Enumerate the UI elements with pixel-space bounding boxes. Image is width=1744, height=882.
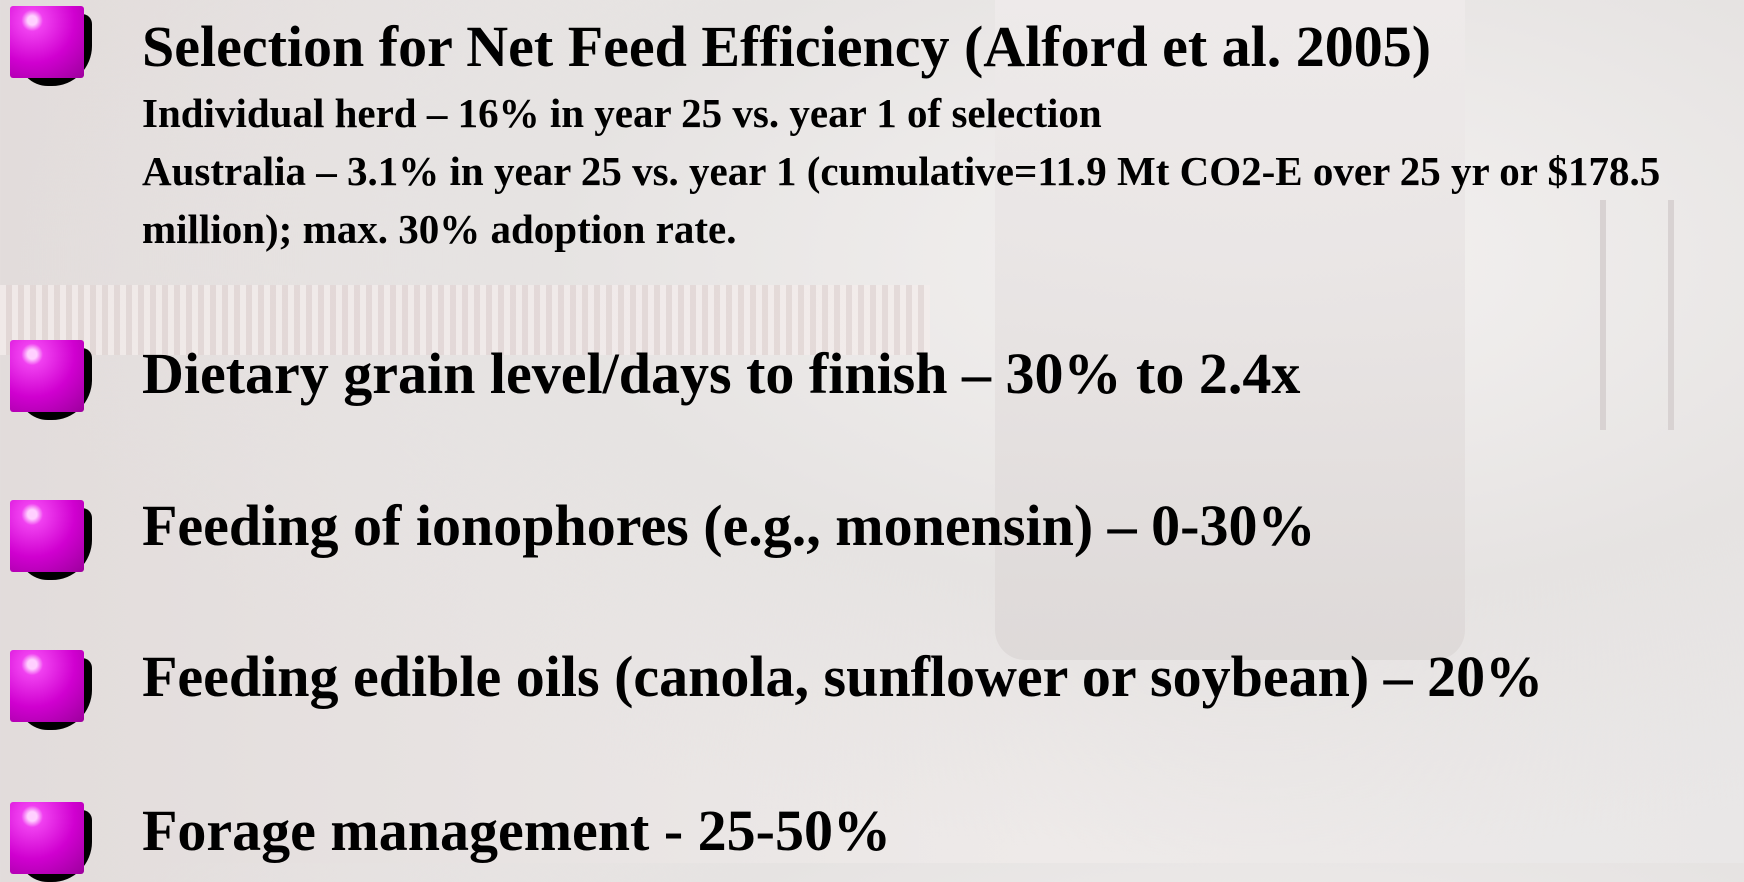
bullet-text: Feeding of ionophores (e.g., monensin) –… <box>142 497 1315 555</box>
bullet-text: Selection for Net Feed Efficiency (Alfor… <box>142 18 1431 76</box>
bullet-detail: Australia – 3.1% in year 25 vs. year 1 (… <box>142 142 1742 258</box>
bullet-text: Dietary grain level/days to finish – 30%… <box>142 345 1300 403</box>
bullet-text: Forage management - 25-50% <box>142 802 891 860</box>
bullet-icon <box>10 6 84 78</box>
slide: Selection for Net Feed Efficiency (Alfor… <box>0 0 1744 863</box>
bullet-icon <box>10 500 84 572</box>
bullet-icon <box>10 650 84 722</box>
bullet-icon <box>10 802 84 874</box>
bullet-detail: Individual herd – 16% in year 25 vs. yea… <box>142 84 1742 142</box>
bullet-text: Feeding edible oils (canola, sunflower o… <box>142 648 1543 706</box>
bullet-icon <box>10 340 84 412</box>
